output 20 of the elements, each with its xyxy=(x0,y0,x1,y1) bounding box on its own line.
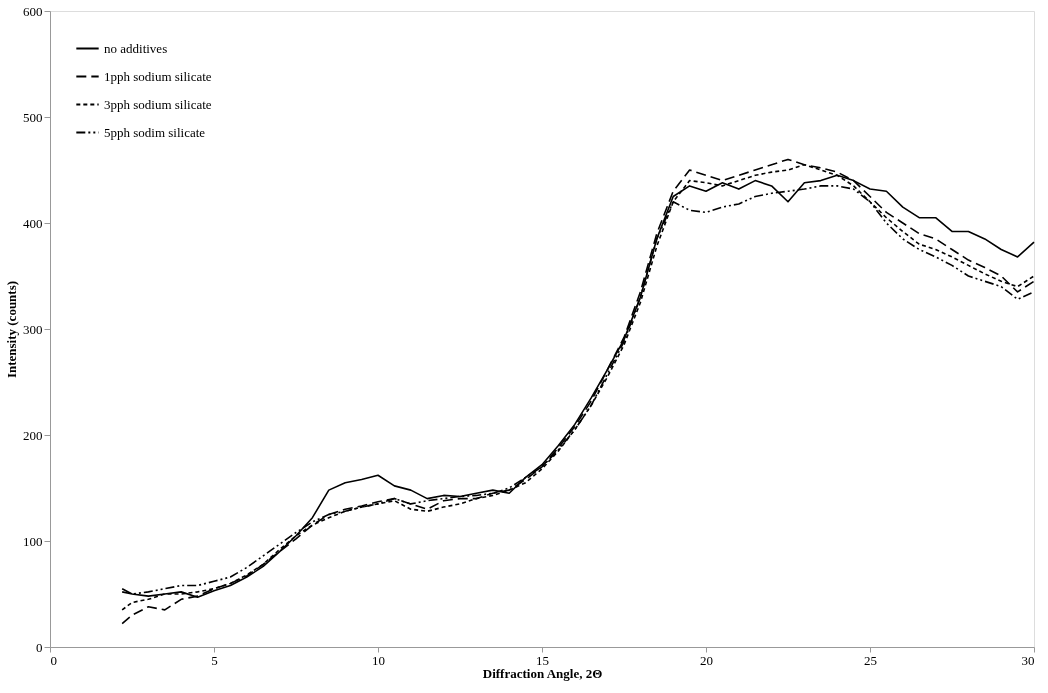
y-tick-label: 400 xyxy=(23,215,43,231)
x-tick-label: 30 xyxy=(1021,652,1035,668)
x-tick-label: 20 xyxy=(700,652,713,668)
legend-label: 3pph sodium silicate xyxy=(104,96,212,112)
x-tick-label: 5 xyxy=(211,652,218,668)
x-tick-label: 15 xyxy=(536,652,549,668)
x-tick-label: 25 xyxy=(864,652,877,668)
legend-label: no additives xyxy=(104,40,168,56)
y-tick-label: 600 xyxy=(23,3,43,19)
x-tick-label: 10 xyxy=(372,652,385,668)
y-tick-label: 200 xyxy=(23,427,43,443)
legend-label: 5pph sodim silicate xyxy=(104,124,206,140)
x-tick-label: 0 xyxy=(50,652,57,668)
x-axis-title: Diffraction Angle, 2Θ xyxy=(482,665,603,681)
y-tick-label: 0 xyxy=(36,639,43,655)
legend-label: 1pph sodium silicate xyxy=(104,68,212,84)
y-axis-title: Intensity (counts) xyxy=(4,280,19,379)
y-tick-label: 100 xyxy=(23,533,43,549)
y-tick-label: 500 xyxy=(23,109,43,125)
y-tick-label: 300 xyxy=(23,321,43,337)
